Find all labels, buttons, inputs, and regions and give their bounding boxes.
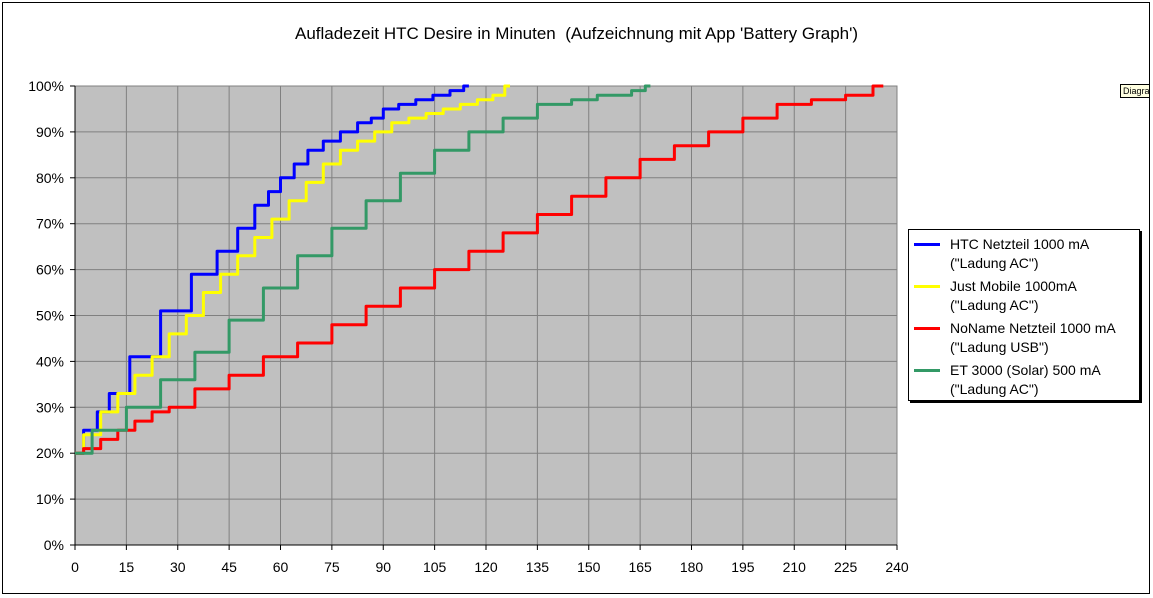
y-tick-label: 20%: [36, 445, 64, 461]
legend-swatch: [914, 243, 940, 246]
y-tick-label: 60%: [36, 262, 64, 278]
series-line-4: [75, 84, 651, 455]
chart-title: Aufladezeit HTC Desire in Minuten (Aufze…: [294, 24, 859, 43]
x-tick-label: 240: [885, 559, 909, 575]
legend-item[interactable]: Just Mobile 1000mA ("Ladung AC"): [909, 275, 1139, 315]
legend-label: ET 3000 (Solar) 500 mA ("Ladung AC"): [950, 362, 1101, 397]
x-tick-label: 75: [324, 559, 340, 575]
x-tick-label: 180: [680, 559, 704, 575]
x-tick-label: 45: [221, 559, 237, 575]
y-tick-label: 10%: [36, 491, 64, 507]
y-tick-label: 80%: [36, 170, 64, 186]
legend-label: HTC Netzteil 1000 mA ("Ladung AC"): [950, 236, 1090, 271]
y-tick-label: 40%: [36, 353, 64, 369]
x-tick-label: 210: [783, 559, 807, 575]
x-tick-label: 105: [423, 559, 447, 575]
chart-area-tooltip: Diagrammbereich: [1120, 84, 1150, 98]
series-line-1: [75, 84, 469, 455]
x-tick-label: 225: [834, 559, 858, 575]
x-tick-label: 90: [375, 559, 391, 575]
legend-item[interactable]: ET 3000 (Solar) 500 mA ("Ladung AC"): [909, 359, 1139, 399]
x-tick-label: 30: [170, 559, 186, 575]
x-tick-label: 150: [577, 559, 601, 575]
x-tick-label: 195: [731, 559, 755, 575]
legend-swatch: [914, 285, 940, 288]
legend-item[interactable]: HTC Netzteil 1000 mA ("Ladung AC"): [909, 233, 1139, 273]
series-line-2: [75, 84, 510, 455]
y-tick-label: 70%: [36, 216, 64, 232]
x-tick-label: 135: [526, 559, 550, 575]
legend[interactable]: HTC Netzteil 1000 mA ("Ladung AC") Just M…: [908, 229, 1140, 401]
y-tick-label: 50%: [36, 308, 64, 324]
legend-label: NoName Netzteil 1000 mA ("Ladung USB"): [950, 320, 1116, 355]
legend-label: Just Mobile 1000mA ("Ladung AC"): [950, 278, 1077, 313]
x-tick-label: 0: [71, 559, 79, 575]
x-tick-label: 60: [273, 559, 289, 575]
legend-item[interactable]: NoName Netzteil 1000 mA ("Ladung USB"): [909, 317, 1139, 357]
y-tick-label: 100%: [28, 78, 64, 94]
legend-swatch: [914, 327, 940, 330]
x-tick-label: 165: [628, 559, 652, 575]
y-tick-label: 30%: [36, 399, 64, 415]
x-tick-label: 120: [474, 559, 498, 575]
x-tick-label: 15: [119, 559, 135, 575]
y-tick-label: 0%: [44, 537, 64, 553]
legend-swatch: [914, 369, 940, 372]
y-tick-label: 90%: [36, 124, 64, 140]
series-line-3: [75, 84, 884, 455]
